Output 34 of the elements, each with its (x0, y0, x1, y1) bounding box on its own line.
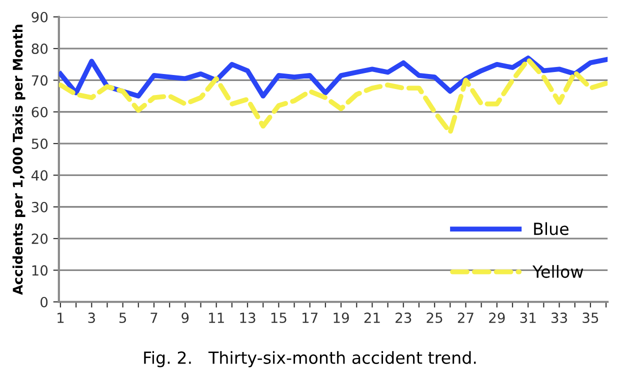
x-tick-label: 35 (582, 312, 598, 324)
x-tick-label: 17 (302, 312, 318, 323)
y-tick-label: 10 (32, 265, 48, 276)
x-tick-label: 27 (458, 312, 474, 323)
line-series (58, 57, 608, 135)
x-tick-label: 9 (182, 312, 189, 324)
legend-label: Blue (534, 222, 568, 236)
x-tick-label: 1 (58, 312, 64, 323)
y-tick-label: 90 (32, 12, 48, 22)
x-tick-label: 13 (240, 312, 256, 324)
x-tick-label: 5 (119, 312, 126, 324)
legend-label: Yellow (532, 265, 584, 278)
y-tick-label: 40 (31, 170, 48, 181)
x-tick-label: 25 (426, 312, 442, 324)
x-tick-label: 31 (520, 312, 536, 324)
x-tick-label: 23 (396, 312, 412, 324)
y-tick-label: 30 (32, 202, 48, 212)
x-tick-label: 15 (271, 312, 286, 324)
x-tick-label: 19 (334, 312, 349, 324)
x-tick-label: 21 (364, 312, 380, 323)
x-tick-label: 3 (88, 312, 95, 324)
text: Fig. 2. Thirty-six-month accident trend. (144, 351, 476, 368)
line-series (58, 56, 608, 98)
y-axis-title: Accidents per 1,000 Taxis per Month (12, 24, 26, 295)
y-tick-label: 0 (40, 296, 48, 308)
y-tick-label: 60 (32, 106, 48, 118)
x-tick-label: 11 (209, 312, 224, 323)
x-tick-label: 33 (552, 312, 567, 324)
y-tick-label: 80 (32, 44, 48, 54)
x-tick-label: 7 (150, 312, 158, 323)
x-tick-label: 29 (489, 312, 505, 324)
y-tick-label: 70 (32, 75, 48, 86)
y-tick-label: 50 (32, 138, 48, 150)
y-tick-label: 20 (32, 234, 48, 244)
